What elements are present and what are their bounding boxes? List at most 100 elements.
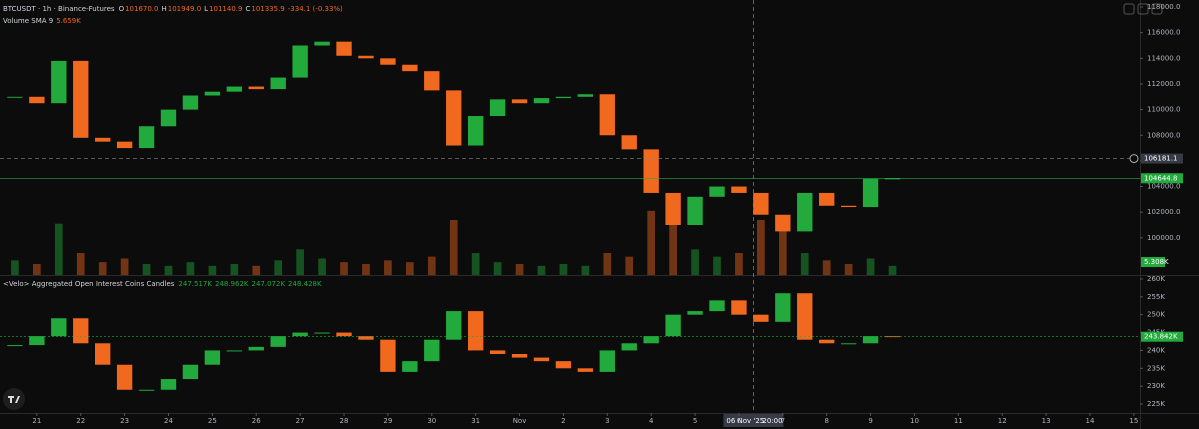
legend-text: 247.517K	[178, 280, 212, 288]
candle	[402, 361, 418, 372]
x-tick-label: 27	[296, 417, 305, 425]
candle	[599, 350, 615, 372]
volume-bar	[11, 260, 19, 275]
legend-text: Volume SMA 9	[3, 17, 53, 25]
candle	[775, 214, 791, 232]
volume-tag	[1141, 257, 1165, 267]
candle	[204, 91, 221, 96]
candle	[51, 60, 67, 104]
volume-bar	[427, 256, 436, 275]
x-tick-label: Nov	[513, 417, 527, 425]
candle	[665, 192, 681, 225]
legend-text: 101670.0	[125, 5, 158, 13]
candle	[687, 196, 703, 225]
legend-text: 247.072K	[252, 280, 286, 288]
volume-bar	[493, 262, 502, 275]
candle	[95, 137, 111, 142]
x-tick-label: 22	[76, 417, 85, 425]
candle	[665, 314, 681, 337]
x-tick-label: 12	[998, 417, 1007, 425]
volume-bar	[120, 258, 129, 275]
volume-bar	[274, 260, 283, 275]
candle	[270, 336, 286, 347]
candle	[621, 135, 637, 150]
x-tick-label: 29	[383, 417, 392, 425]
y-tick-label: 225K	[1147, 400, 1165, 408]
legend-text: 101335.9	[251, 5, 284, 13]
volume-bar	[603, 253, 612, 275]
candle	[731, 186, 747, 193]
candle	[489, 350, 506, 355]
candle	[489, 99, 506, 117]
candle	[51, 318, 67, 337]
volume-bar	[844, 264, 853, 275]
candle	[709, 186, 725, 197]
crosshair-x-label: 06 Nov '25	[726, 417, 764, 425]
candle	[160, 379, 177, 390]
x-tick-label: 6	[737, 417, 742, 425]
crosshair-time-label: 20:00	[762, 417, 782, 425]
volume-bar	[186, 262, 195, 275]
last-price-tag	[1141, 331, 1183, 342]
x-tick-label: 5	[693, 417, 697, 425]
y-tick-label: 260K	[1147, 275, 1165, 283]
candle	[138, 389, 155, 391]
candle	[884, 178, 901, 180]
candle	[336, 332, 352, 337]
x-tick-label: 30	[427, 417, 436, 425]
candle	[138, 126, 155, 149]
y-tick-label: 102000.0	[1147, 208, 1180, 216]
x-tick-label: 14	[1086, 417, 1095, 425]
legend-text: 101140.9	[209, 5, 242, 13]
candle	[29, 96, 45, 104]
down-button[interactable]	[1123, 3, 1135, 15]
x-tick-label: 7	[781, 417, 785, 425]
x-tick-label: 21	[32, 417, 41, 425]
volume-bar	[735, 253, 743, 275]
volume-bar	[230, 264, 239, 275]
y-tick-label: 104000.0	[1147, 183, 1180, 191]
candle	[116, 141, 133, 149]
crosshair-plus	[1129, 154, 1139, 164]
candle	[687, 311, 703, 315]
candle	[862, 336, 879, 344]
legend-text: L	[204, 5, 208, 13]
x-tick-label: 9	[868, 417, 872, 425]
toolbar[interactable]	[1123, 3, 1163, 15]
y-tick-label: 255K	[1147, 293, 1165, 301]
candle	[29, 336, 45, 346]
volume-bar	[208, 265, 217, 275]
y-tick-label: 116000.0	[1147, 29, 1180, 37]
x-tick-label: 15	[1129, 417, 1138, 425]
candle	[358, 55, 374, 59]
candle	[862, 178, 879, 208]
candle	[95, 343, 111, 365]
candle	[380, 58, 396, 65]
candle	[819, 339, 835, 344]
x-tick-label: 3	[605, 417, 609, 425]
volume-bar	[471, 253, 480, 275]
candle	[819, 192, 835, 206]
candle	[73, 60, 89, 138]
candle	[467, 311, 484, 351]
candle	[577, 94, 594, 97]
volume-bar	[757, 220, 765, 275]
candle	[226, 350, 242, 352]
y-tick-label: 118000.0	[1147, 3, 1180, 11]
x-tick-label: 26	[252, 417, 261, 425]
legend-text: H	[161, 5, 166, 13]
settings-button[interactable]	[1151, 3, 1163, 15]
candle	[358, 336, 374, 340]
up-button[interactable]	[1137, 3, 1149, 15]
legend-text: <Velo> Aggregated Open Interest Coins Ca…	[3, 280, 175, 288]
candle	[643, 336, 659, 344]
volume-bar	[800, 253, 809, 275]
volume-bar	[164, 265, 173, 275]
candle	[292, 45, 308, 78]
x-tick-label: 25	[208, 417, 217, 425]
candle	[775, 293, 791, 322]
candle	[511, 99, 528, 104]
